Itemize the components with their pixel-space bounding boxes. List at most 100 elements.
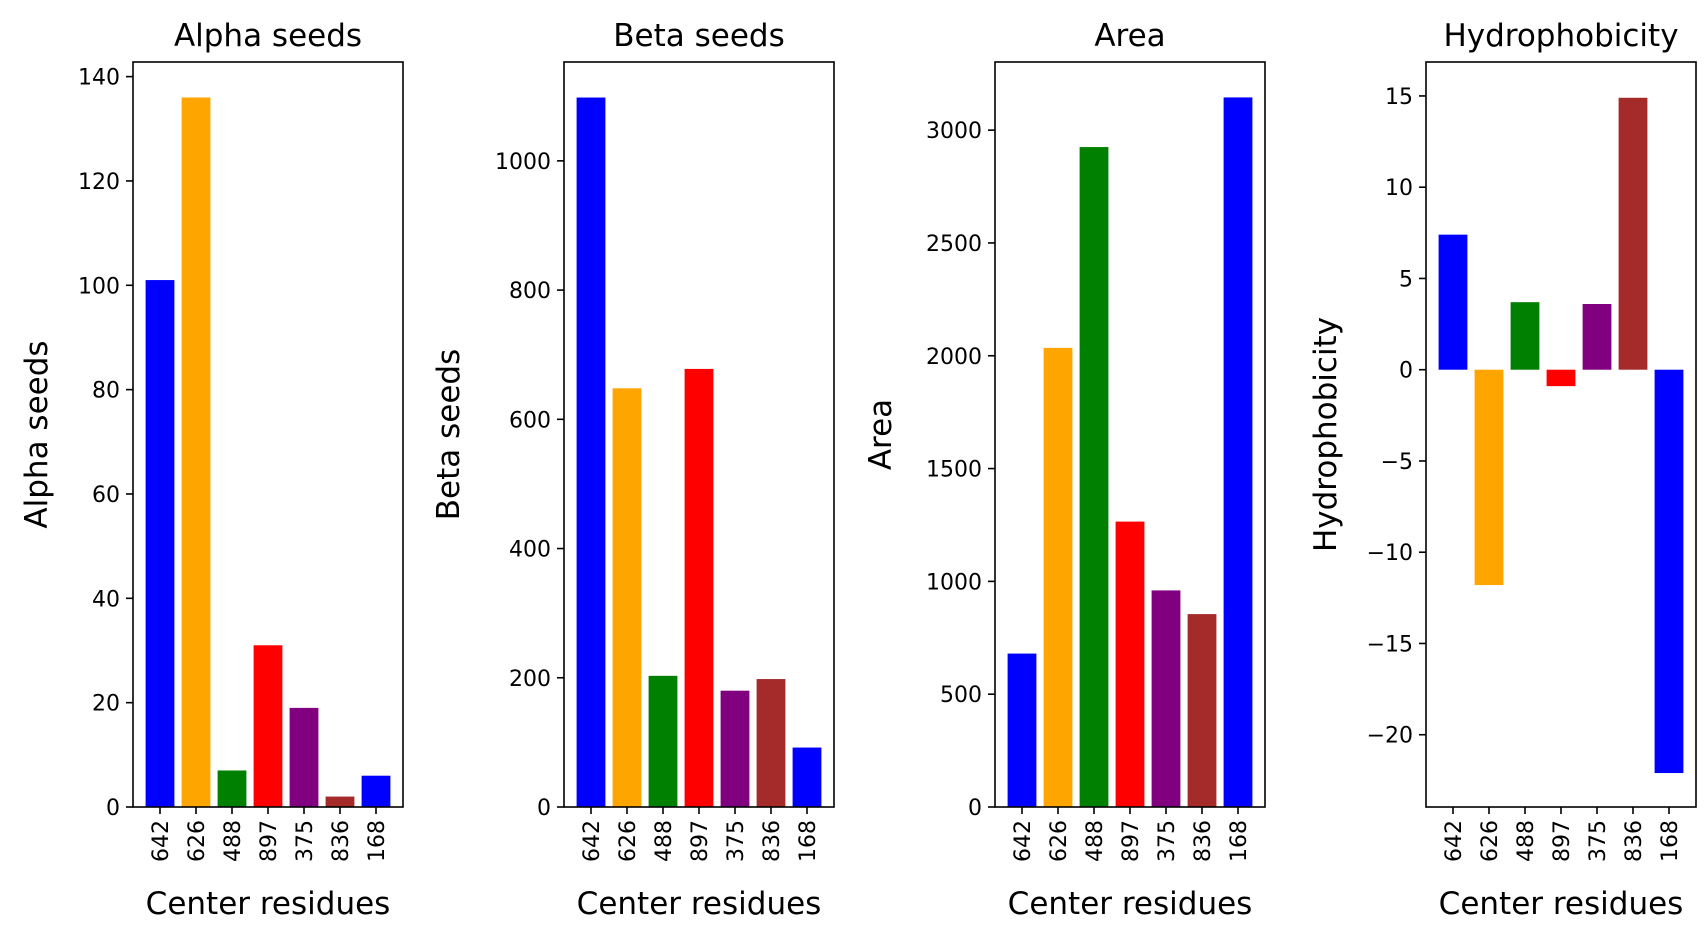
y-axis-label: Area	[863, 399, 899, 470]
bar-836	[1618, 97, 1648, 370]
x-tick-label-168: 168	[1658, 820, 1683, 862]
bar-626	[612, 388, 642, 807]
bar-375	[1582, 304, 1612, 370]
y-tick-label: 120	[78, 170, 120, 195]
chart-title: Area	[1094, 18, 1165, 54]
y-axis-label: Hydrophobicity	[1308, 317, 1344, 552]
x-tick-label-488: 488	[1083, 820, 1108, 862]
y-tick-label: 1500	[926, 458, 982, 483]
x-tick-label-897: 897	[1550, 820, 1575, 862]
subplot-1: 0 20 40 60 80 100 120 140 642 626 488 897 375 836 168 A…	[19, 18, 404, 922]
y-tick-label: 2500	[926, 232, 982, 257]
x-axis-label: Center residues	[577, 886, 822, 922]
y-axis-label: Beta seeds	[431, 349, 467, 520]
y-tick-label: 20	[92, 692, 120, 717]
bar-488	[648, 675, 678, 807]
bar-488	[217, 770, 247, 807]
x-tick-label-836: 836	[329, 820, 354, 862]
x-tick-label-168: 168	[1227, 820, 1252, 862]
x-tick-label-375: 375	[1586, 820, 1611, 862]
y-tick-label: 400	[509, 538, 551, 563]
y-tick-label: 200	[509, 667, 551, 692]
bar-626	[1474, 369, 1504, 586]
bar-168	[792, 747, 822, 807]
chart-title: Beta seeds	[613, 18, 784, 54]
chart-title: Hydrophobicity	[1443, 18, 1678, 54]
x-tick-label-836: 836	[760, 820, 785, 862]
x-tick-label-626: 626	[616, 820, 641, 862]
y-tick-label: 0	[1399, 359, 1413, 384]
bar-897	[1115, 521, 1145, 807]
bar-488	[1079, 147, 1109, 807]
bar-642	[1438, 234, 1468, 370]
x-tick-label-375: 375	[293, 820, 318, 862]
bar-836	[325, 796, 355, 807]
y-tick-label: 1000	[926, 570, 982, 595]
bar-168	[1654, 369, 1684, 774]
bar-626	[181, 97, 211, 807]
x-tick-label-642: 642	[580, 820, 605, 862]
x-tick-label-626: 626	[1478, 820, 1503, 862]
x-tick-label-168: 168	[796, 820, 821, 862]
bar-375	[720, 690, 750, 807]
y-tick-label: −15	[1367, 632, 1413, 657]
bar-897	[253, 645, 283, 807]
x-tick-label-642: 642	[1011, 820, 1036, 862]
bar-375	[1151, 590, 1181, 807]
bar-168	[361, 775, 391, 807]
bar-375	[289, 707, 319, 807]
y-tick-label: 40	[92, 587, 120, 612]
y-tick-label: −10	[1367, 541, 1413, 566]
x-tick-label-626: 626	[185, 820, 210, 862]
x-tick-label-488: 488	[652, 820, 677, 862]
y-tick-label: 80	[92, 379, 120, 404]
y-tick-label: 0	[537, 796, 551, 821]
y-tick-label: 1000	[495, 150, 551, 175]
y-tick-label: 600	[509, 408, 551, 433]
y-tick-label: −20	[1367, 724, 1413, 749]
bar-897	[1546, 369, 1576, 387]
bar-488	[1510, 302, 1540, 370]
subplot-3: 0 500 1000 1500 2000 2500 3000 642 626 488 897 375 8…	[863, 18, 1266, 922]
bar-836	[1187, 614, 1217, 807]
bar-836	[756, 679, 786, 807]
subplot-4: −20 −15 −10 −5 0 5 10 15 642 626 488 897 375 836 168 Hy…	[1308, 18, 1697, 922]
x-tick-label-642: 642	[149, 820, 174, 862]
x-tick-label-836: 836	[1622, 820, 1647, 862]
y-tick-label: 800	[509, 279, 551, 304]
y-tick-label: 15	[1385, 85, 1413, 110]
x-tick-label-626: 626	[1047, 820, 1072, 862]
y-tick-label: −5	[1381, 450, 1413, 475]
x-tick-label-897: 897	[688, 820, 713, 862]
chart-title: Alpha seeds	[174, 18, 362, 54]
subplot-2: 0 200 400 600 800 1000 642 626 488 897 375 836 168 Be…	[431, 18, 835, 922]
y-tick-label: 60	[92, 483, 120, 508]
y-tick-label: 0	[968, 796, 982, 821]
bar-897	[684, 368, 714, 807]
y-tick-label: 2000	[926, 345, 982, 370]
x-tick-label-488: 488	[1514, 820, 1539, 862]
y-tick-label: 3000	[926, 119, 982, 144]
x-tick-label-836: 836	[1191, 820, 1216, 862]
bar-642	[576, 97, 606, 808]
x-axis-label: Center residues	[1439, 886, 1684, 922]
y-tick-label: 100	[78, 274, 120, 299]
x-axis-label: Center residues	[146, 886, 391, 922]
y-tick-label: 0	[106, 796, 120, 821]
y-tick-label: 10	[1385, 176, 1413, 201]
bar-626	[1043, 347, 1073, 807]
y-axis-label: Alpha seeds	[19, 340, 55, 528]
y-tick-label: 5	[1399, 267, 1413, 292]
x-tick-label-488: 488	[221, 820, 246, 862]
x-axis-label: Center residues	[1008, 886, 1253, 922]
x-tick-label-168: 168	[365, 820, 390, 862]
x-tick-label-375: 375	[1155, 820, 1180, 862]
bar-642	[145, 280, 175, 807]
x-tick-label-897: 897	[257, 820, 282, 862]
x-tick-label-642: 642	[1442, 820, 1467, 862]
bar-168	[1223, 97, 1253, 807]
bar-642	[1007, 653, 1037, 807]
x-tick-label-897: 897	[1119, 820, 1144, 862]
x-tick-label-375: 375	[724, 820, 749, 862]
